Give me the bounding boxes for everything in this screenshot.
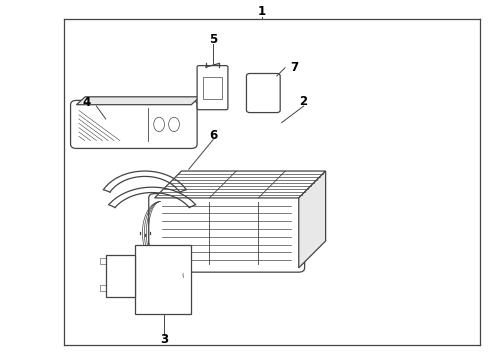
Bar <box>203 77 222 99</box>
Text: 7: 7 <box>290 61 298 74</box>
Bar <box>100 258 106 264</box>
Polygon shape <box>155 171 326 198</box>
Bar <box>164 269 184 297</box>
Polygon shape <box>299 171 326 268</box>
Bar <box>100 285 106 291</box>
Text: 2: 2 <box>299 95 308 108</box>
Text: 4: 4 <box>82 96 90 109</box>
FancyBboxPatch shape <box>71 100 197 148</box>
Text: 3: 3 <box>160 333 169 346</box>
Bar <box>106 255 135 297</box>
Text: 1: 1 <box>258 5 266 18</box>
Polygon shape <box>76 97 200 105</box>
Bar <box>135 244 191 315</box>
Text: 6: 6 <box>209 129 218 142</box>
FancyBboxPatch shape <box>149 194 305 272</box>
Text: 5: 5 <box>209 32 218 46</box>
FancyBboxPatch shape <box>197 66 228 110</box>
FancyBboxPatch shape <box>246 73 280 113</box>
